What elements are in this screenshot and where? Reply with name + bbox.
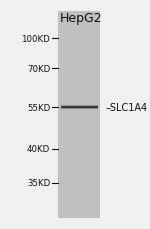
Bar (61, 108, 98, 109)
Text: 35KD: 35KD (27, 179, 50, 188)
Text: –SLC1A4: –SLC1A4 (106, 103, 148, 113)
Bar (61, 104, 98, 105)
Bar (61, 113, 98, 114)
Bar (61, 109, 98, 110)
Text: 100KD: 100KD (21, 34, 50, 44)
Bar (61, 107, 98, 108)
Bar (61, 110, 98, 111)
Bar (61, 102, 98, 103)
Bar (61, 105, 98, 106)
Bar (58, 11, 100, 218)
Text: 55KD: 55KD (27, 103, 50, 112)
Bar (61, 112, 98, 113)
Bar (61, 111, 98, 112)
Bar (61, 101, 98, 102)
Text: 40KD: 40KD (27, 144, 50, 153)
Text: HepG2: HepG2 (60, 11, 102, 25)
Bar (61, 103, 98, 104)
Bar (61, 111, 98, 112)
Text: 70KD: 70KD (27, 64, 50, 73)
Bar (61, 106, 98, 107)
